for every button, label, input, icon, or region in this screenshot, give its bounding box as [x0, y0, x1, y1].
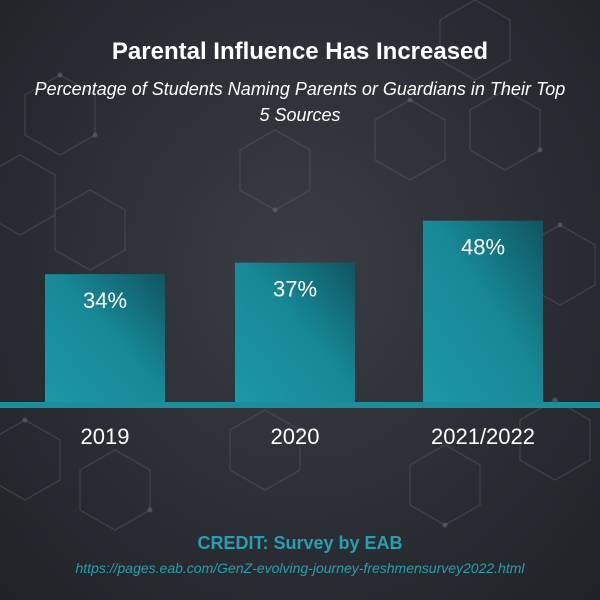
x-tick-label: 2019	[81, 424, 130, 449]
chart-title: Parental Influence Has Increased	[111, 38, 489, 65]
bar-2020	[235, 262, 355, 404]
bar-2021-2022	[423, 220, 543, 404]
x-axis-baseline	[0, 402, 600, 408]
credit-text: CREDIT: Survey by EAB	[197, 533, 403, 553]
source-url[interactable]: https://pages.eab.com/GenZ-evolving-jour…	[75, 560, 525, 576]
data-label: 37%	[273, 277, 317, 302]
x-tick-label: 2021/2022	[431, 424, 535, 449]
data-label: 34%	[83, 288, 127, 313]
bar-2019	[45, 274, 165, 404]
chart-subtitle: Percentage of Students Naming Parents or…	[34, 79, 566, 125]
data-label: 48%	[461, 235, 505, 260]
x-tick-label: 2020	[271, 424, 320, 449]
